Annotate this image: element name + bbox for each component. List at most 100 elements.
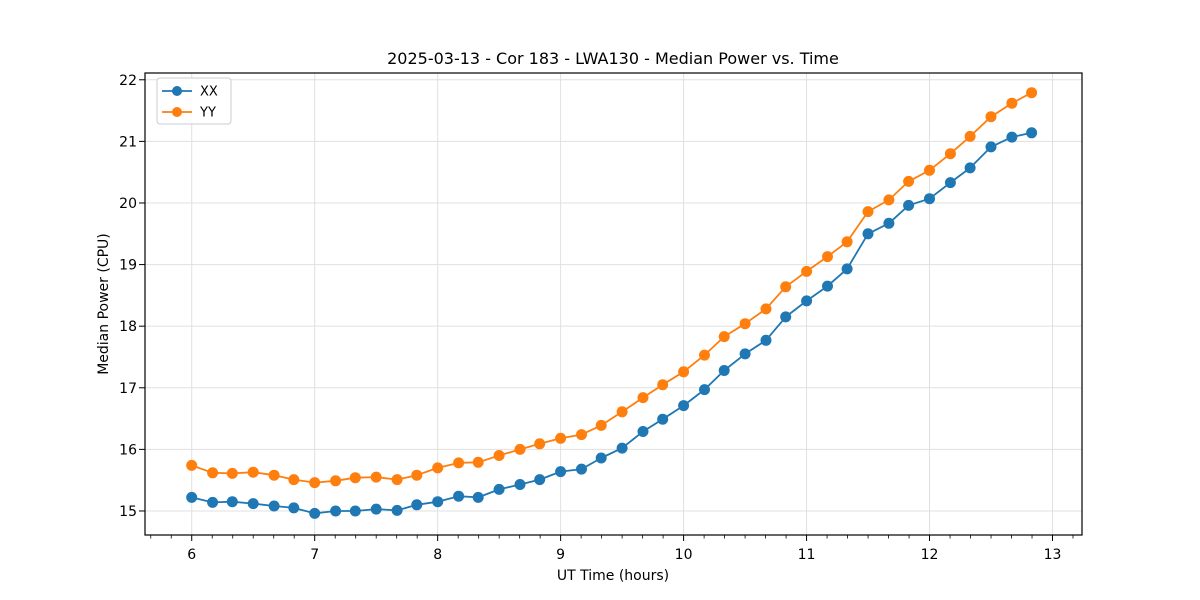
series-XX-marker <box>247 498 259 510</box>
x-tick-label: 9 <box>556 547 565 563</box>
series-YY-marker <box>801 265 813 277</box>
series-YY-marker <box>616 406 628 418</box>
y-tick-label: 20 <box>119 196 137 212</box>
y-tick-label: 22 <box>119 73 137 89</box>
y-tick-label: 19 <box>119 258 137 274</box>
series-XX-marker <box>883 217 895 229</box>
series-YY-marker <box>411 469 423 481</box>
x-tick-label: 12 <box>921 547 939 563</box>
series-YY-marker <box>349 472 361 484</box>
series-XX-marker <box>616 442 628 454</box>
series-XX-marker <box>555 466 567 478</box>
series-XX-marker <box>391 504 403 516</box>
series-YY-marker <box>555 432 567 444</box>
series-XX-marker <box>472 491 484 503</box>
y-axis-label: Median Power (CPU) <box>96 233 112 375</box>
legend-layer: XX YY <box>156 77 232 125</box>
series-XX-marker <box>309 507 321 519</box>
series-YY-marker <box>432 462 444 474</box>
x-axis-label: UT Time (hours) <box>557 568 669 584</box>
series-YY-marker <box>247 466 259 478</box>
series-XX-marker <box>534 474 546 486</box>
series-YY-marker <box>862 206 874 218</box>
series-YY-marker <box>1006 97 1018 109</box>
series-XX-marker <box>595 452 607 464</box>
series-YY-marker <box>391 474 403 486</box>
plot-area <box>144 72 1083 536</box>
series-XX-marker <box>964 162 976 174</box>
series-XX-marker <box>1026 127 1038 139</box>
series-YY-marker <box>739 318 751 330</box>
series-XX-marker <box>370 503 382 515</box>
series-XX-marker <box>822 280 833 292</box>
chart-title: 2025-03-13 - Cor 183 - LWA130 - Median P… <box>387 49 839 68</box>
series-XX-marker <box>453 490 465 502</box>
series-YY-marker <box>207 467 219 479</box>
series-YY-marker <box>780 281 792 293</box>
y-tick-label: 15 <box>119 504 137 520</box>
series-XX-marker <box>1006 131 1018 143</box>
series-YY-marker <box>472 456 484 468</box>
legend-entry-label: XX <box>200 85 218 100</box>
series-YY-marker <box>576 429 587 441</box>
series-XX-marker <box>760 334 772 346</box>
x-tick-label: 8 <box>433 547 442 563</box>
series-YY-marker <box>924 164 935 176</box>
series-YY-marker <box>637 392 649 404</box>
series-YY-marker <box>760 303 772 315</box>
series-XX-marker <box>493 483 505 495</box>
series-YY-marker <box>883 194 895 206</box>
series-YY-marker <box>678 366 690 378</box>
series-YY-marker <box>657 379 669 391</box>
y-tick-label: 18 <box>119 319 137 335</box>
series-XX-marker <box>207 496 219 508</box>
series-YY-marker <box>268 469 280 481</box>
series-XX-marker <box>637 426 649 437</box>
series-XX-marker <box>349 505 361 517</box>
y-tick-label: 16 <box>119 442 137 458</box>
series-YY-marker <box>822 251 833 263</box>
series-YY-marker <box>226 467 238 479</box>
x-tick-label: 6 <box>187 547 196 563</box>
series-XX-marker <box>841 263 853 275</box>
series-XX-marker <box>330 505 342 517</box>
series-XX-line <box>191 131 1032 515</box>
series-XX-marker <box>801 295 813 307</box>
series-YY-marker <box>514 443 526 455</box>
x-tick-label: 7 <box>310 547 319 563</box>
series-XX-marker <box>739 348 751 360</box>
series-layer <box>186 87 1038 519</box>
series-YY-marker <box>985 111 997 123</box>
series-XX-marker <box>699 384 710 396</box>
series-YY-marker <box>944 148 956 160</box>
series-XX-marker <box>862 228 874 240</box>
legend-sample-marker <box>172 107 182 117</box>
series-XX-marker <box>657 413 669 425</box>
series-XX-marker <box>944 177 956 189</box>
series-YY-marker <box>493 450 505 461</box>
series-YY-marker <box>964 130 976 142</box>
series-XX-marker <box>514 479 526 490</box>
series-YY-marker <box>288 474 300 486</box>
series-YY-marker <box>841 236 853 248</box>
series-YY-marker <box>453 457 465 469</box>
series-YY-line <box>191 91 1033 484</box>
series-XX-marker <box>432 496 444 508</box>
series-YY-marker <box>595 419 607 431</box>
x-tick-label: 11 <box>798 547 816 563</box>
legend-entry-label: YY <box>199 106 216 121</box>
series-XX-marker <box>288 502 300 514</box>
y-tick-label: 21 <box>119 134 137 150</box>
series-XX-marker <box>780 311 792 323</box>
legend-box <box>156 77 232 125</box>
series-XX-marker <box>718 365 730 376</box>
series-XX-marker <box>411 499 423 511</box>
grid-layer <box>145 73 1082 535</box>
series-XX-marker <box>576 463 587 475</box>
series-YY-marker <box>186 459 198 471</box>
series-XX-marker <box>186 491 198 503</box>
series-YY-marker <box>718 331 730 343</box>
x-tick-label: 13 <box>1044 547 1062 563</box>
series-XX-marker <box>268 500 280 512</box>
